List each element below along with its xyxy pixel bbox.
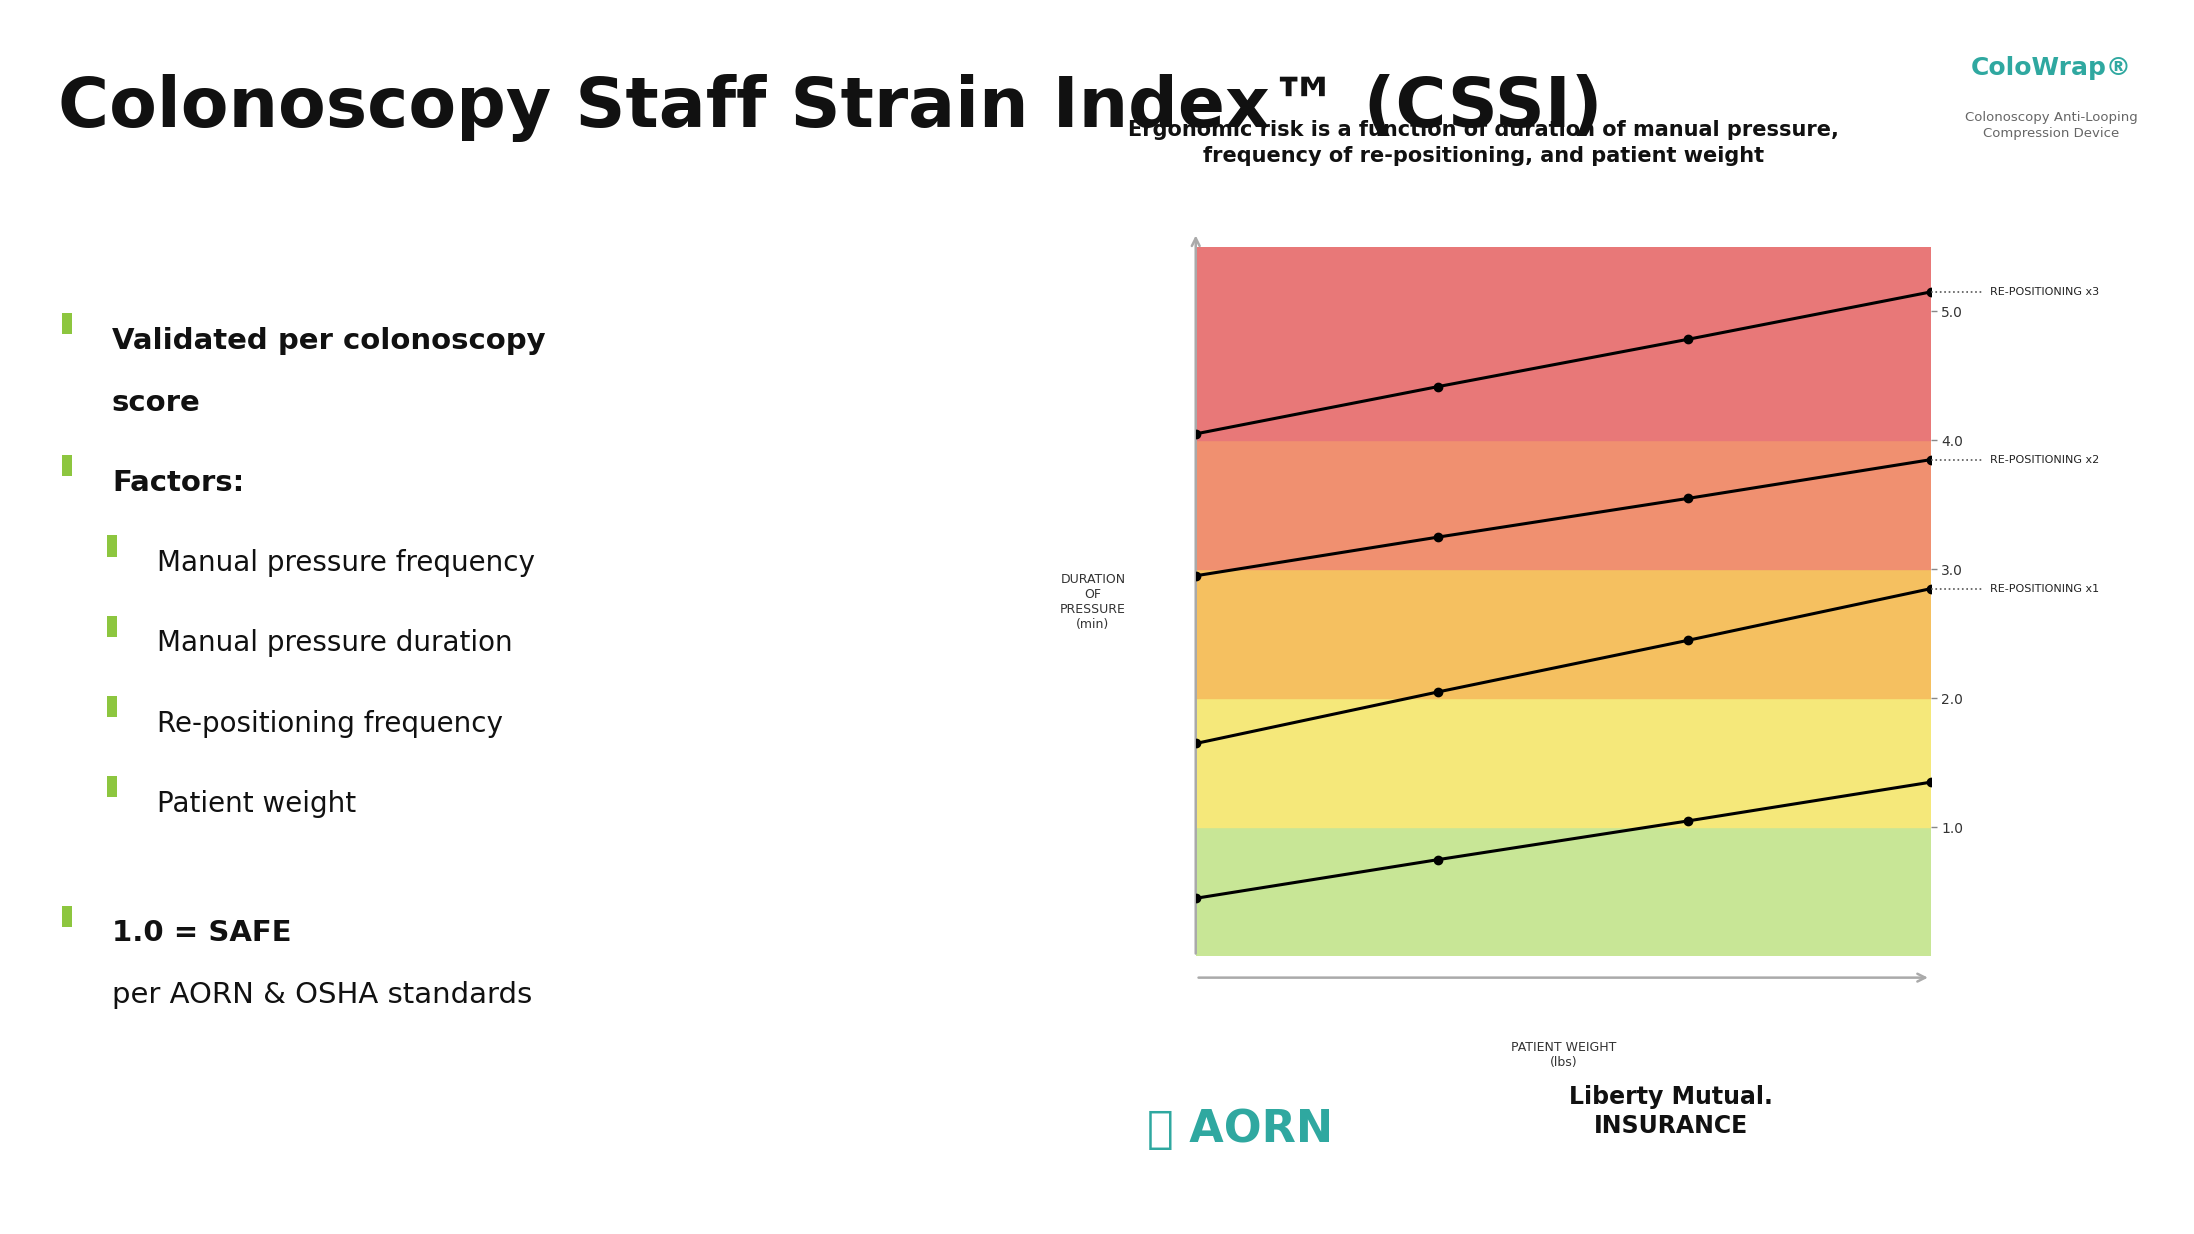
Text: Ⓐ AORN: Ⓐ AORN: [1147, 1108, 1332, 1150]
Bar: [1196, 698, 1931, 827]
FancyBboxPatch shape: [61, 313, 72, 334]
FancyBboxPatch shape: [61, 455, 72, 476]
Text: DURATION
OF
PRESSURE
(min): DURATION OF PRESSURE (min): [1060, 573, 1126, 631]
Text: PATIENT WEIGHT
(lbs): PATIENT WEIGHT (lbs): [1509, 1041, 1617, 1070]
FancyBboxPatch shape: [108, 536, 116, 557]
Text: Manual pressure frequency: Manual pressure frequency: [158, 549, 535, 578]
Text: RE-POSITIONING x1: RE-POSITIONING x1: [1990, 584, 2100, 594]
Text: Validated per colonoscopy: Validated per colonoscopy: [112, 327, 546, 355]
Text: Ergonomic risk is a function of duration of manual pressure,
frequency of re-pos: Ergonomic risk is a function of duration…: [1128, 120, 1839, 167]
FancyBboxPatch shape: [108, 776, 116, 797]
Bar: [1196, 569, 1931, 698]
Bar: [1196, 441, 1931, 569]
Text: 1.0 = SAFE: 1.0 = SAFE: [112, 919, 292, 948]
Bar: [1196, 827, 1931, 956]
Text: Colonoscopy Staff Strain Index™ (CSSI): Colonoscopy Staff Strain Index™ (CSSI): [57, 74, 1602, 142]
Text: ColoWrap®: ColoWrap®: [1970, 56, 2133, 79]
Text: RE-POSITIONING x2: RE-POSITIONING x2: [1990, 454, 2100, 465]
Bar: [1196, 247, 1931, 441]
Text: Patient weight: Patient weight: [158, 790, 355, 818]
Text: Liberty Mutual.
INSURANCE: Liberty Mutual. INSURANCE: [1569, 1085, 1773, 1139]
FancyBboxPatch shape: [108, 616, 116, 637]
FancyBboxPatch shape: [108, 696, 116, 717]
Text: Manual pressure duration: Manual pressure duration: [158, 629, 513, 658]
Text: per AORN & OSHA standards: per AORN & OSHA standards: [112, 981, 533, 1009]
FancyBboxPatch shape: [61, 906, 72, 927]
Text: Factors:: Factors:: [112, 469, 244, 497]
Text: Re-positioning frequency: Re-positioning frequency: [158, 710, 502, 738]
Text: RE-POSITIONING x3: RE-POSITIONING x3: [1990, 288, 2100, 297]
Text: Colonoscopy Anti-Looping
Compression Device: Colonoscopy Anti-Looping Compression Dev…: [1966, 111, 2137, 141]
Text: score: score: [112, 389, 200, 417]
